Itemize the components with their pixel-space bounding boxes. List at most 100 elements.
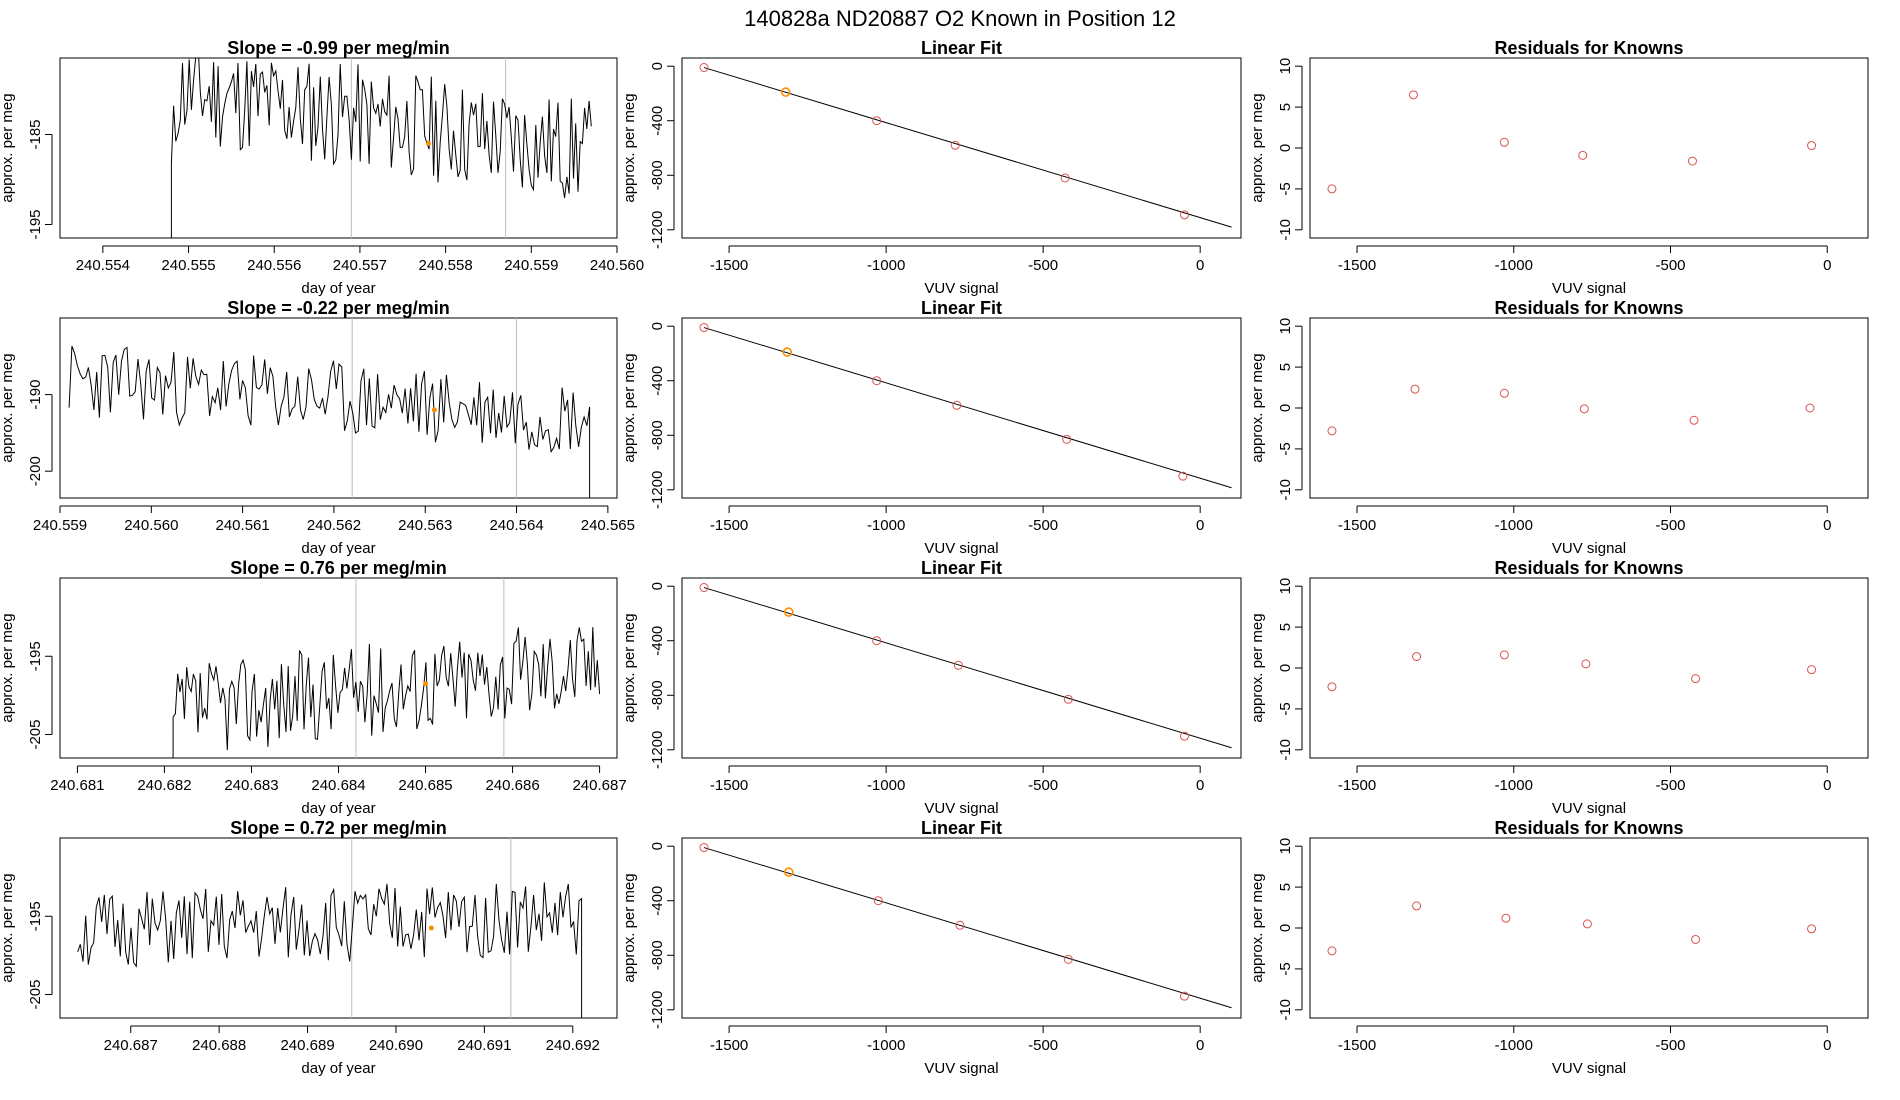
panel-title: Residuals for Knowns bbox=[1494, 298, 1683, 318]
plot-area bbox=[699, 323, 1232, 489]
y-tick-label: 0 bbox=[649, 842, 666, 850]
panel-title: Slope = 0.72 per meg/min bbox=[230, 818, 447, 838]
data-point bbox=[872, 376, 882, 386]
y-tick-label: 10 bbox=[1277, 318, 1294, 335]
y-tick-label: -195 bbox=[27, 641, 44, 671]
x-tick-label: -1500 bbox=[710, 1037, 748, 1054]
panel-row2-timeseries: Slope = -0.22 per meg/min 240.559 240.560 2… bbox=[0, 298, 635, 557]
data-point bbox=[952, 400, 962, 410]
panel-title: Linear Fit bbox=[921, 818, 1002, 838]
plot-frame bbox=[59, 317, 618, 499]
x-tick-label: -500 bbox=[1028, 1037, 1058, 1054]
page-title: 140828a ND20887 O2 Known in Position 12 bbox=[744, 6, 1176, 31]
y-tick-label: -400 bbox=[649, 106, 666, 136]
y-axis-label: approx. per meg bbox=[621, 613, 638, 722]
x-tick-label: 240.685 bbox=[398, 777, 452, 794]
y-tick-label: -800 bbox=[649, 420, 666, 450]
x-tick-label: -500 bbox=[1655, 777, 1685, 794]
panel-row3-linear-fit: Linear Fit -1500 -1000 -500 0 VUV signal 0 -400… bbox=[621, 558, 1242, 817]
y-axis-label: approx. per meg bbox=[1249, 873, 1266, 982]
x-tick-label: 240.558 bbox=[418, 257, 472, 274]
data-point bbox=[1499, 137, 1509, 147]
x-tick-label: -500 bbox=[1655, 517, 1685, 534]
y-tick-label: 10 bbox=[1277, 58, 1294, 75]
y-axis-label: approx. per meg bbox=[1249, 613, 1266, 722]
y-tick-label: -800 bbox=[649, 160, 666, 190]
x-tick-label: -1000 bbox=[867, 257, 905, 274]
plot-area bbox=[699, 63, 1232, 228]
y-axis-label: approx. per meg bbox=[0, 353, 16, 462]
y-tick-label: -5 bbox=[1277, 702, 1294, 715]
panel-title: Linear Fit bbox=[921, 298, 1002, 318]
y-axis-label: approx. per meg bbox=[621, 873, 638, 982]
y-tick-label: 5 bbox=[1277, 883, 1294, 891]
data-point bbox=[1807, 924, 1817, 934]
plot-area bbox=[1327, 90, 1817, 194]
y-tick-label: 5 bbox=[1277, 623, 1294, 631]
y-tick-label: -5 bbox=[1277, 182, 1294, 195]
x-axis-label: day of year bbox=[301, 280, 375, 297]
x-tick-label: 240.560 bbox=[590, 257, 644, 274]
y-tick-label: -195 bbox=[27, 901, 44, 931]
x-axis-label: VUV signal bbox=[1552, 1060, 1626, 1077]
panel-row3-timeseries: Slope = 0.76 per meg/min 240.681 240.682 24… bbox=[0, 558, 627, 817]
y-tick-label: -195 bbox=[27, 209, 44, 239]
x-axis-label: VUV signal bbox=[924, 280, 998, 297]
series-line bbox=[68, 345, 591, 498]
y-axis-label: approx. per meg bbox=[0, 873, 16, 982]
y-tick-label: -1200 bbox=[649, 991, 666, 1029]
plot-area bbox=[77, 838, 583, 1018]
panel-row3-residuals: Residuals for Knowns -1500 -1000 -500 0 VUV s… bbox=[1249, 558, 1869, 817]
y-tick-label: 0 bbox=[649, 62, 666, 70]
y-tick-label: -10 bbox=[1277, 739, 1294, 761]
x-tick-label: 240.554 bbox=[76, 257, 130, 274]
y-tick-label: 0 bbox=[1277, 144, 1294, 152]
data-point bbox=[1179, 731, 1189, 741]
panel-title: Linear Fit bbox=[921, 558, 1002, 578]
x-tick-label: -500 bbox=[1028, 257, 1058, 274]
panel-title: Linear Fit bbox=[921, 38, 1002, 58]
series-line bbox=[172, 627, 601, 758]
y-tick-label: -185 bbox=[27, 119, 44, 149]
y-tick-label: 0 bbox=[1277, 924, 1294, 932]
data-point bbox=[1063, 694, 1073, 704]
y-tick-label: 0 bbox=[1277, 404, 1294, 412]
y-tick-label: -205 bbox=[27, 720, 44, 750]
x-tick-label: -1500 bbox=[1338, 1037, 1376, 1054]
panel-row2-linear-fit: Linear Fit -1500 -1000 -500 0 VUV signal 0 -400… bbox=[621, 298, 1242, 557]
data-point bbox=[1327, 426, 1337, 436]
data-point bbox=[1582, 919, 1592, 929]
data-point bbox=[1408, 90, 1418, 100]
plot-area bbox=[68, 318, 591, 498]
data-point bbox=[1412, 652, 1422, 662]
x-axis-label: day of year bbox=[301, 800, 375, 817]
x-tick-label: 240.692 bbox=[546, 1037, 600, 1054]
panel-title: Residuals for Knowns bbox=[1494, 818, 1683, 838]
y-tick-label: -800 bbox=[649, 680, 666, 710]
x-tick-label: 0 bbox=[1823, 517, 1831, 534]
plot-frame bbox=[1309, 317, 1869, 499]
x-tick-label: -1500 bbox=[710, 777, 748, 794]
y-tick-label: -400 bbox=[649, 366, 666, 396]
x-tick-label: 240.687 bbox=[572, 777, 626, 794]
x-tick-label: -1000 bbox=[867, 777, 905, 794]
y-axis-label: approx. per meg bbox=[621, 353, 638, 462]
x-tick-label: -500 bbox=[1028, 517, 1058, 534]
y-tick-label: -10 bbox=[1277, 479, 1294, 501]
y-tick-label: 0 bbox=[649, 582, 666, 590]
data-point bbox=[950, 140, 960, 150]
plot-frame bbox=[59, 577, 618, 759]
panel-title: Residuals for Knowns bbox=[1494, 558, 1683, 578]
data-point bbox=[1412, 901, 1422, 911]
data-point bbox=[1062, 434, 1072, 444]
series-line bbox=[77, 882, 583, 1018]
data-point bbox=[780, 87, 791, 97]
data-point bbox=[1807, 665, 1817, 675]
x-axis-label: VUV signal bbox=[1552, 800, 1626, 817]
data-point bbox=[1063, 954, 1073, 964]
y-tick-label: 5 bbox=[1277, 363, 1294, 371]
y-tick-label: -205 bbox=[27, 980, 44, 1010]
data-point bbox=[1805, 403, 1815, 413]
data-point bbox=[1689, 415, 1699, 425]
